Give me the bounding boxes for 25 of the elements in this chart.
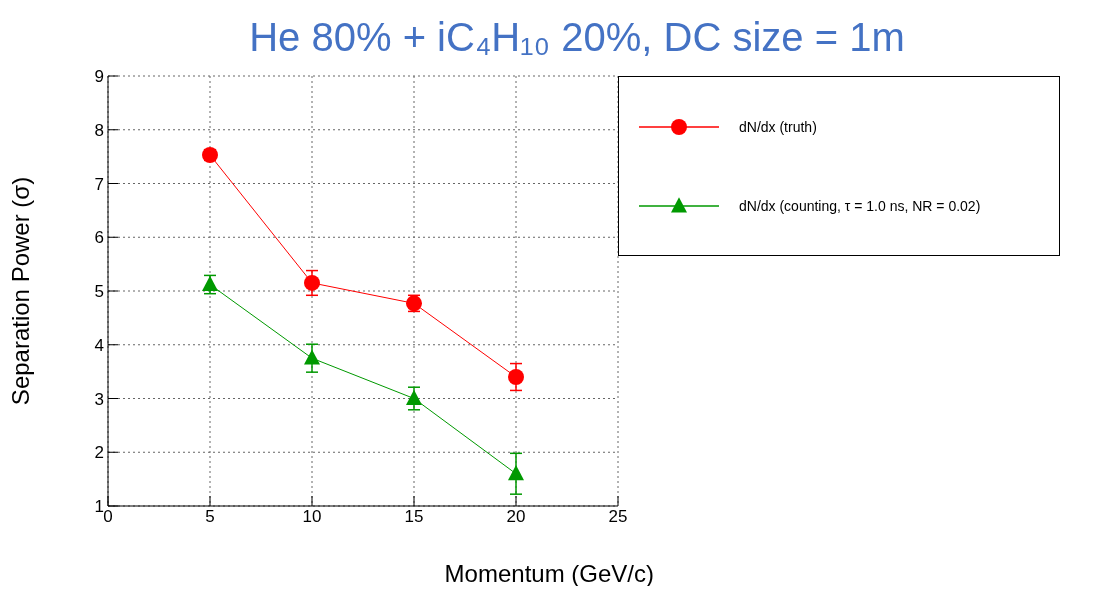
x-tick-label: 20 — [506, 507, 526, 527]
y-tick-label: 1 — [94, 497, 104, 517]
text: dN/dx (truth) — [739, 118, 817, 135]
x-tick-label: 10 — [302, 507, 322, 527]
y-tick-label: 7 — [94, 174, 104, 194]
y-tick-label: 2 — [94, 443, 104, 463]
y-tick-label: 8 — [94, 120, 104, 140]
chart-title: He 80% + iC₄H₁₀ 20%, DC size = 1m — [248, 14, 906, 61]
x-tick-label: 25 — [608, 507, 628, 527]
x-tick-label: 15 — [404, 507, 424, 527]
point — [304, 274, 320, 291]
point — [304, 349, 320, 365]
point — [508, 464, 524, 481]
point — [406, 389, 422, 405]
x-tick-label: 5 — [205, 507, 215, 527]
y-tick-label: 5 — [94, 282, 104, 302]
y-tick-label: 3 — [94, 389, 104, 409]
y-tick-label: 6 — [94, 228, 104, 248]
point — [508, 369, 524, 385]
y-axis-title: Separation Power (σ) — [6, 176, 34, 406]
y-tick-label: 4 — [94, 335, 104, 355]
point — [202, 275, 218, 291]
x-tick-label: 0 — [103, 507, 113, 527]
text: dN/dx (counting, τ = 1.0 ns, NR = 0.02) — [739, 197, 981, 214]
y-tick-label: 9 — [94, 67, 104, 87]
